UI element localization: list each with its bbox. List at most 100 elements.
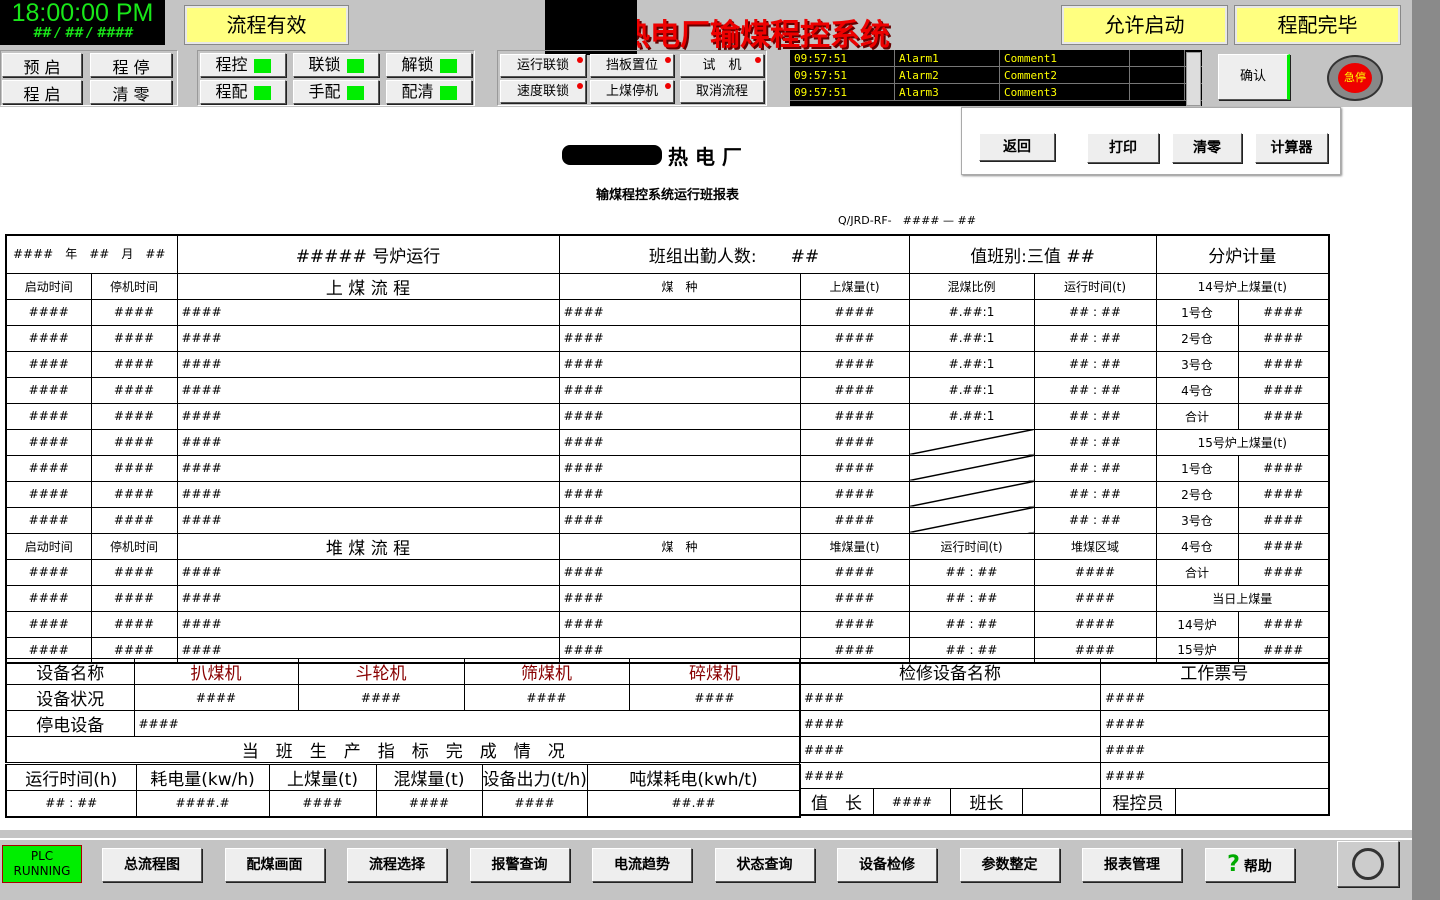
plc-status: PLC RUNNING: [2, 845, 82, 883]
table-cell: ####: [1237, 558, 1330, 586]
back-button[interactable]: 返回: [979, 133, 1055, 161]
table-cell: ####: [799, 736, 1101, 763]
nav-label: 总流程图: [124, 857, 180, 873]
table-cell: 停电设备: [5, 710, 135, 737]
alarm-cell: 09:57:51: [790, 84, 895, 100]
table-cell: ####: [1237, 298, 1330, 326]
date-year: ####: [13, 246, 54, 261]
alarm-row[interactable]: 09:57:51 Alarm1 Comment1: [790, 50, 1202, 67]
clear-zero-button[interactable]: 清 零: [90, 80, 172, 104]
table-cell: 运行时间(h): [5, 764, 137, 791]
table-cell: 堆煤量(t): [799, 532, 910, 560]
table-cell: 上煤量(t): [268, 764, 377, 791]
table-cell: 14号炉: [1155, 610, 1239, 638]
program-start-button[interactable]: 程 启: [2, 80, 82, 104]
table-cell: 设备出力(t/h): [481, 764, 588, 791]
exit-button[interactable]: [1337, 841, 1399, 887]
nav-label: 流程选择: [369, 857, 425, 873]
nav-button[interactable]: 报警查询: [469, 848, 570, 882]
red-dot-icon: [577, 57, 583, 63]
table-cell: ####: [176, 298, 560, 326]
document-number: Q/JRD-RF- #### — ##: [838, 214, 976, 227]
control-group: [0, 50, 178, 106]
nav-button[interactable]: 状态查询: [714, 848, 815, 882]
nav-button[interactable]: 配煤画面: [224, 848, 325, 882]
table-cell: 程控员: [1100, 788, 1176, 816]
table-cell: 1号仓: [1155, 298, 1239, 326]
calculator-button[interactable]: 计算器: [1255, 133, 1328, 163]
alarm-row[interactable]: 09:57:51 Alarm3 Comment3: [790, 84, 1202, 101]
interlock-button[interactable]: 挡板置位: [590, 54, 674, 77]
table-cell: ####: [1100, 684, 1329, 711]
stack-header-row: 启动时间 停机时间堆 煤 流 程煤 种堆煤量(t) 运行时间(t) 堆煤区域 4号仓 ##…: [5, 532, 1330, 560]
table-cell: ####: [176, 584, 560, 612]
table-cell: 4号仓: [1155, 532, 1239, 560]
config-done-status: 程配完毕: [1234, 5, 1401, 45]
table-cell: ####: [90, 324, 178, 352]
pre-start-button[interactable]: 预 启: [2, 53, 82, 77]
table-cell: ####: [5, 480, 92, 508]
mode-button[interactable]: 程控: [200, 53, 286, 77]
table-cell: ####: [176, 402, 560, 430]
red-dot-icon: [577, 83, 583, 89]
nav-button[interactable]: 报表管理: [1082, 848, 1182, 882]
table-cell: 停机时间: [90, 272, 178, 300]
table-cell: ####: [558, 350, 801, 378]
nav-button[interactable]: 总流程图: [102, 848, 202, 882]
table-row: #### ####: [799, 736, 1329, 763]
program-stop-button[interactable]: 程 停: [90, 53, 172, 77]
mode-button[interactable]: 联锁: [293, 53, 379, 77]
table-cell: ####.#: [135, 790, 270, 817]
table-cell: ####: [1033, 558, 1157, 586]
table-cell: ####: [133, 684, 299, 711]
table-cell: 设备名称: [5, 658, 135, 685]
table-cell: #.##:1: [908, 298, 1035, 326]
table-cell: ####: [176, 480, 560, 508]
mode-label: 联锁: [308, 55, 341, 74]
confirm-button[interactable]: 确认: [1218, 54, 1290, 100]
alarm-cell: Alarm1: [895, 50, 1000, 66]
table-cell: ####: [176, 428, 560, 456]
alarm-row[interactable]: 09:57:51 Alarm2 Comment2: [790, 67, 1202, 84]
table-cell: ####: [1237, 480, 1330, 508]
table-cell: ##### 号炉运行: [176, 234, 560, 274]
table-cell: ####: [5, 558, 92, 586]
mode-button[interactable]: 配清: [386, 80, 472, 104]
interlock-button[interactable]: 运行联锁: [500, 54, 586, 77]
emergency-stop-button[interactable]: 急停: [1327, 55, 1383, 101]
mode-label: 配清: [401, 82, 434, 101]
nav-button[interactable]: 电流趋势: [592, 848, 692, 882]
table-cell: ####: [799, 506, 910, 534]
table-cell: ## : ##: [1033, 324, 1157, 352]
status-led-icon: [253, 85, 271, 100]
mode-button[interactable]: 程配: [200, 80, 286, 104]
nav-button[interactable]: 设备检修: [837, 848, 937, 882]
mode-label: 手配: [308, 82, 341, 101]
table-cell: 启动时间: [5, 272, 92, 300]
table-row: 运行时间(h) 耗电量(kw/h) 上煤量(t) 混煤量(t) 设备出力(t/h) 吨煤耗…: [5, 764, 801, 791]
redaction-mask: [562, 145, 662, 165]
status-led-icon: [346, 85, 364, 100]
mode-button[interactable]: 解锁: [386, 53, 472, 77]
table-cell: ####: [90, 584, 178, 612]
clear-button[interactable]: 清零: [1172, 133, 1242, 163]
print-button[interactable]: 打印: [1087, 133, 1159, 163]
table-cell: 吨煤耗电(kwh/t): [586, 764, 801, 791]
table-row: #### #### #### #### #### ## : ## 1号仓 ####: [5, 454, 1330, 482]
table-cell: ####: [5, 376, 92, 404]
alarm-scrollbar[interactable]: [1186, 52, 1201, 106]
table-cell: 工作票号: [1100, 658, 1329, 685]
mode-button[interactable]: 手配: [293, 80, 379, 104]
table-row: #### #### #### #### #### ## : ## #### 14号炉 ####: [5, 610, 1330, 638]
alarm-cell: Comment2: [1000, 67, 1130, 83]
nav-button[interactable]: 参数整定: [959, 848, 1060, 882]
interlock-button[interactable]: 上煤停机: [590, 80, 674, 103]
table-row: #### ####: [799, 710, 1329, 737]
nav-button[interactable]: ? 帮助: [1204, 848, 1295, 882]
alarm-cell: Comment3: [1000, 84, 1130, 100]
interlock-button[interactable]: 试 机: [680, 54, 764, 77]
nav-button[interactable]: 流程选择: [347, 848, 447, 882]
interlock-button[interactable]: 取消流程: [680, 80, 764, 103]
interlock-button[interactable]: 速度联锁: [500, 80, 586, 103]
alarm-list[interactable]: 09:57:51 Alarm1 Comment1 09:57:51 Alarm2 Comm…: [790, 50, 1202, 106]
